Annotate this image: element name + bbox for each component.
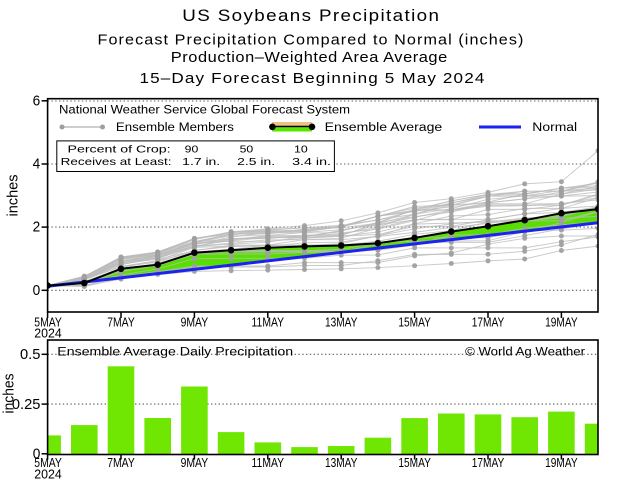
- svg-text:10: 10: [294, 143, 308, 155]
- svg-text:0: 0: [33, 446, 41, 463]
- svg-text:9MAY: 9MAY: [181, 456, 209, 470]
- svg-text:2024: 2024: [34, 327, 62, 341]
- svg-text:17MAY: 17MAY: [472, 316, 505, 330]
- svg-text:15MAY: 15MAY: [398, 316, 431, 330]
- svg-text:Receives at Least:: Receives at Least:: [61, 156, 172, 168]
- svg-text:11MAY: 11MAY: [252, 456, 285, 470]
- svg-text:5MAY: 5MAY: [34, 316, 62, 330]
- svg-text:90: 90: [185, 143, 199, 155]
- svg-text:inches: inches: [1, 374, 18, 414]
- svg-text:7MAY: 7MAY: [107, 456, 135, 470]
- svg-text:Ensemble Average: Ensemble Average: [325, 122, 443, 134]
- svg-text:5MAY: 5MAY: [34, 456, 62, 470]
- svg-text:Ensemble Members: Ensemble Members: [116, 122, 234, 134]
- svg-text:19MAY: 19MAY: [545, 456, 578, 470]
- svg-text:Percent of Crop:: Percent of Crop:: [68, 143, 171, 155]
- svg-text:National Weather Service Globa: National Weather Service Global Forecast…: [59, 103, 350, 117]
- svg-text:0.5: 0.5: [20, 346, 40, 363]
- svg-text:11MAY: 11MAY: [252, 316, 285, 330]
- svg-text:4: 4: [33, 156, 41, 173]
- svg-text:inches: inches: [5, 175, 22, 217]
- svg-text:3.4 in.: 3.4 in.: [292, 156, 331, 168]
- svg-text:0.25: 0.25: [12, 396, 41, 413]
- svg-text:19MAY: 19MAY: [545, 316, 578, 330]
- svg-text:1.7 in.: 1.7 in.: [182, 156, 220, 168]
- svg-text:Production–Weighted Area Avera: Production–Weighted Area Average: [171, 49, 448, 66]
- svg-text:17MAY: 17MAY: [472, 456, 505, 470]
- svg-text:6: 6: [33, 92, 41, 109]
- svg-text:15MAY: 15MAY: [398, 456, 431, 470]
- svg-text:2: 2: [33, 219, 41, 236]
- svg-text:2024: 2024: [34, 467, 62, 481]
- svg-text:9MAY: 9MAY: [181, 316, 209, 330]
- svg-text:50: 50: [240, 143, 254, 155]
- svg-text:© World Ag Weather: © World Ag Weather: [465, 347, 585, 359]
- svg-text:7MAY: 7MAY: [107, 316, 135, 330]
- svg-text:13MAY: 13MAY: [325, 316, 358, 330]
- svg-text:2.5 in.: 2.5 in.: [237, 156, 275, 168]
- svg-text:15–Day Forecast Beginning 5 Ma: 15–Day Forecast Beginning 5 May 2024: [140, 70, 486, 87]
- svg-text:Forecast Precipitation Compare: Forecast Precipitation Compared to Norma…: [98, 32, 525, 49]
- svg-text:Ensemble Average Daily Precipi: Ensemble Average Daily Precipitation: [57, 347, 293, 359]
- svg-text:Normal: Normal: [532, 122, 577, 134]
- svg-text:US Soybeans Precipitation: US Soybeans Precipitation: [182, 7, 440, 25]
- svg-text:0: 0: [33, 282, 41, 299]
- svg-text:13MAY: 13MAY: [325, 456, 358, 470]
